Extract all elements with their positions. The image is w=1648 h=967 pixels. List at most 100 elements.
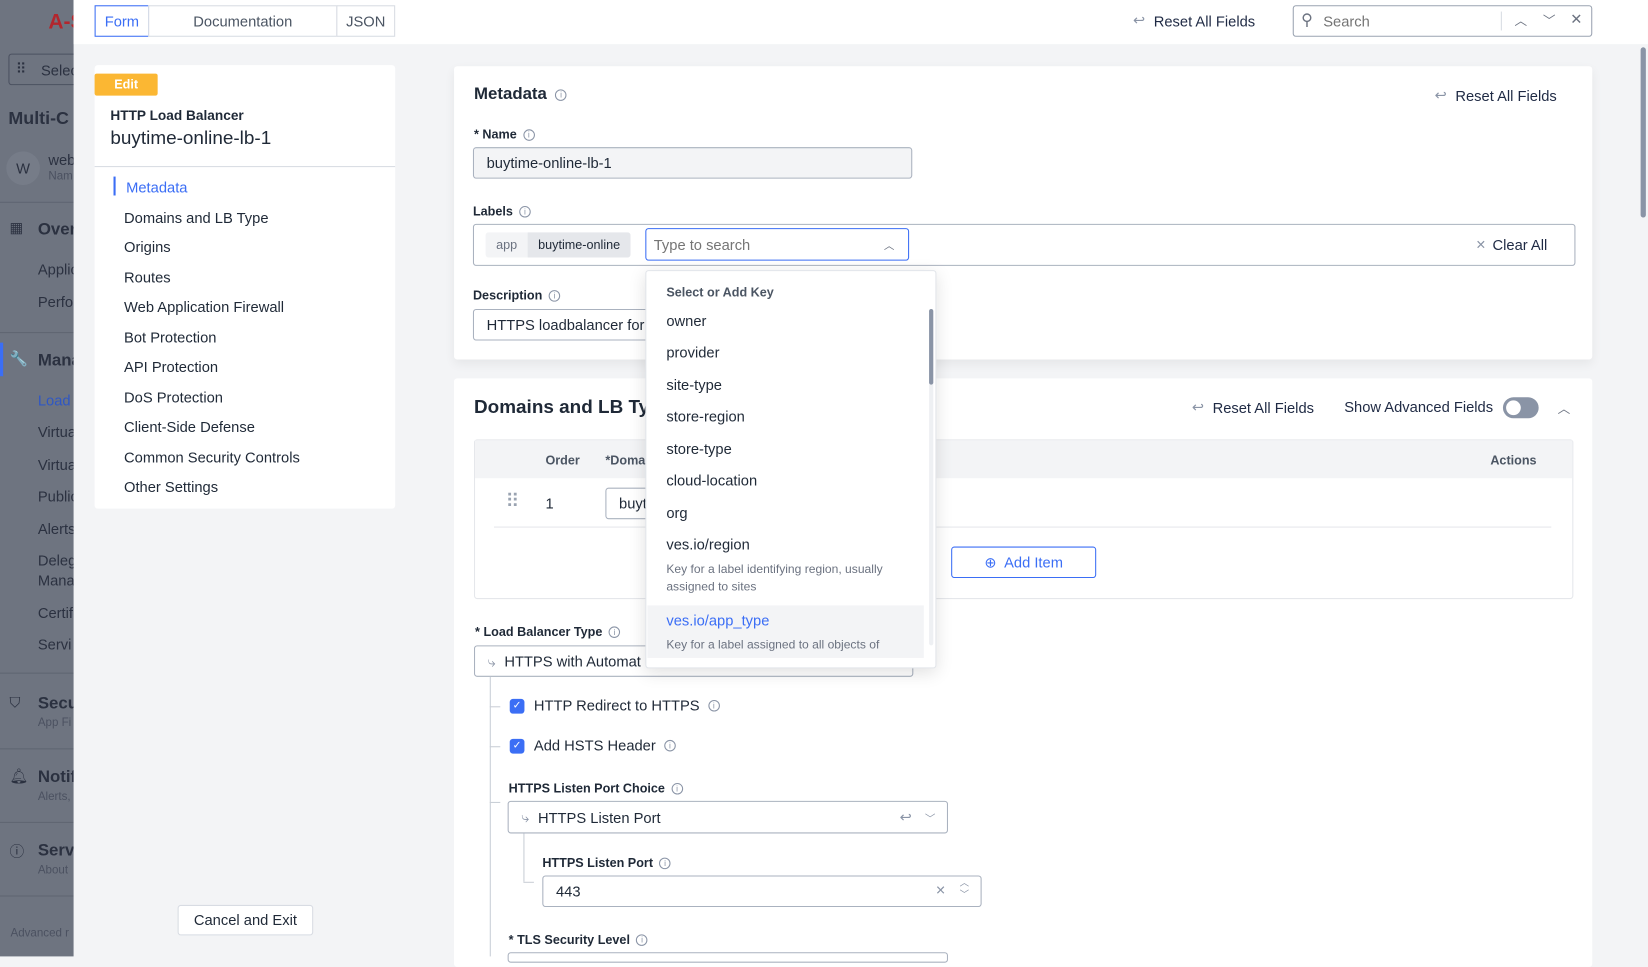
dropdown-option[interactable]: cloud-location (666, 471, 758, 489)
search-input[interactable] (1323, 10, 1492, 32)
name-field[interactable]: buytime-online-lb-1 (472, 147, 913, 179)
nav-item[interactable]: Deleg (37, 551, 74, 569)
dropdown-option-region[interactable]: ves.io/region (666, 536, 750, 553)
nav-overview[interactable]: Over (37, 220, 74, 239)
dropdown-option-app-type[interactable] (647, 605, 924, 658)
dropdown-option[interactable]: owner (666, 312, 707, 329)
nav-security[interactable]: Secu (37, 694, 74, 713)
reset-all-fields-button[interactable]: ↩ Reset All Fields (1133, 12, 1255, 30)
nav-sub: Alerts, (37, 790, 71, 803)
nav-domains[interactable]: Domains and LB Type (124, 209, 269, 226)
edit-badge: Edit (94, 73, 158, 96)
background-sidebar: A-S ⠿ Selec Multi-C W web Nam ▦ Over App… (0, 0, 74, 957)
select-button[interactable]: ⠿ Selec (8, 53, 74, 86)
nav-api-protection[interactable]: API Protection (124, 358, 219, 376)
tls-select[interactable] (507, 952, 949, 963)
tab-form[interactable]: Form (94, 5, 150, 37)
option-label: ves.io/app_type (666, 611, 770, 629)
info-icon: i (523, 128, 535, 141)
nav-item[interactable]: Alerts (37, 520, 74, 538)
dropdown-scrollbar[interactable] (929, 308, 934, 646)
dropdown-option[interactable]: provider (666, 343, 720, 361)
dropdown-option[interactable]: site-type (666, 376, 722, 394)
metadata-reset-button[interactable]: ↩ Reset All Fields (1435, 86, 1557, 104)
nav-dos-protection[interactable]: DoS Protection (124, 388, 223, 406)
dropdown-option[interactable]: org (666, 504, 688, 522)
nav-item[interactable]: Mana (37, 571, 74, 589)
nav-waf[interactable]: Web Application Firewall (124, 298, 285, 316)
reset-icon[interactable]: ↩ (899, 808, 912, 826)
column-actions: Actions (1490, 452, 1537, 468)
cancel-and-exit-button[interactable]: Cancel and Exit (177, 904, 314, 936)
stepper-icon[interactable]: ︿ ﹀ (959, 877, 970, 900)
close-icon[interactable]: ✕ (1570, 10, 1583, 28)
tab-json[interactable]: JSON (336, 5, 396, 37)
object-name: buytime-online-lb-1 (110, 127, 272, 149)
chevron-up-icon[interactable]: ︿ (1557, 401, 1571, 417)
advanced-link[interactable]: Advanced r (10, 926, 70, 940)
dropdown-option[interactable]: store-region (666, 407, 745, 425)
port-field[interactable]: 443 (542, 875, 982, 908)
nav-item[interactable]: Applic (37, 260, 74, 278)
port-label: HTTPS Listen Port i (542, 855, 671, 871)
reset-icon: ↩ (1191, 398, 1205, 416)
tab-documentation[interactable]: Documentation (148, 5, 338, 37)
nav-client-side-defense[interactable]: Client-Side Defense (124, 418, 255, 436)
add-item-label: Add Item (1004, 553, 1063, 571)
chevron-down-icon[interactable]: ﹀ (1542, 13, 1556, 29)
domains-reset-button[interactable]: ↩ Reset All Fields (1192, 398, 1314, 416)
nav-item[interactable]: Servi (37, 635, 72, 653)
clear-icon[interactable]: ✕ (935, 882, 946, 898)
nav-item[interactable]: Public (37, 487, 74, 505)
drag-handle-icon[interactable]: ⠿ (505, 490, 520, 512)
clear-all-button[interactable]: ✕ Clear All (1476, 236, 1548, 253)
advanced-toggle[interactable] (1502, 397, 1539, 419)
label-key: app (485, 232, 528, 258)
page-scrollbar[interactable] (1640, 47, 1646, 218)
nav-manage[interactable]: Mana (37, 352, 74, 370)
chevron-down-icon[interactable]: ﹀ (924, 813, 936, 826)
label-key-dropdown: Select or Add Key owner provider site-ty… (645, 270, 937, 669)
dropdown-option[interactable]: store-type (666, 440, 732, 458)
nav-item[interactable]: Perfo (37, 293, 74, 311)
clear-all-label: Clear All (1492, 236, 1548, 254)
chevron-up-icon[interactable]: ︿ (883, 240, 895, 253)
port-choice-select[interactable]: ⤷ HTTPS Listen Port ↩ ﹀ (507, 800, 949, 834)
bell-icon: 🔔︎ (9, 767, 29, 785)
label-chip[interactable]: app buytime-online (485, 232, 631, 258)
nav-origins[interactable]: Origins (124, 238, 171, 256)
label-text: * TLS Security Level (508, 932, 630, 947)
nav-metadata[interactable]: Metadata (126, 178, 188, 196)
label-text: * Load Balancer Type (475, 624, 603, 640)
nav-routes[interactable]: Routes (124, 269, 171, 286)
label-text: HTTPS Listen Port Choice (508, 780, 665, 796)
metadata-title: Metadata i (474, 85, 567, 104)
nav-bot-protection[interactable]: Bot Protection (124, 328, 217, 346)
nav-load-balancers[interactable]: Load (37, 392, 71, 409)
http-redirect-checkbox[interactable]: ✓ (509, 698, 525, 714)
namespace-sub: Nam (48, 170, 73, 183)
nav-item[interactable]: Virtua (37, 456, 74, 473)
port-choice-value: HTTPS Listen Port (537, 808, 661, 826)
nav-other-settings[interactable]: Other Settings (124, 478, 219, 496)
label-key-select[interactable]: ︿ (645, 228, 910, 261)
info-icon: i (636, 933, 648, 946)
hsts-checkbox[interactable]: ✓ (509, 738, 525, 754)
nav-item[interactable]: Certif (37, 604, 73, 622)
add-item-button[interactable]: ⊕ Add Item (951, 546, 1097, 579)
label-text: HTTPS Listen Port (542, 855, 654, 871)
description-label: Description i (473, 288, 561, 303)
wrench-icon: 🔧 (9, 349, 28, 367)
labels-label: Labels i (473, 204, 531, 219)
nav-notifications[interactable]: Notif (37, 768, 74, 787)
reset-label: Reset All Fields (1212, 398, 1314, 416)
info-icon: ⓘ (9, 842, 25, 860)
chevron-up-icon[interactable]: ︿ (1514, 13, 1528, 29)
nav-service[interactable]: Serv (37, 841, 74, 860)
label-text: * Name (474, 127, 517, 142)
nav-item[interactable]: Virtua (37, 423, 74, 441)
logo: A-S (48, 10, 73, 34)
http-redirect-label: HTTP Redirect to HTTPS i (534, 697, 720, 714)
nav-common-security[interactable]: Common Security Controls (124, 448, 300, 466)
label-search-input[interactable] (653, 235, 875, 255)
